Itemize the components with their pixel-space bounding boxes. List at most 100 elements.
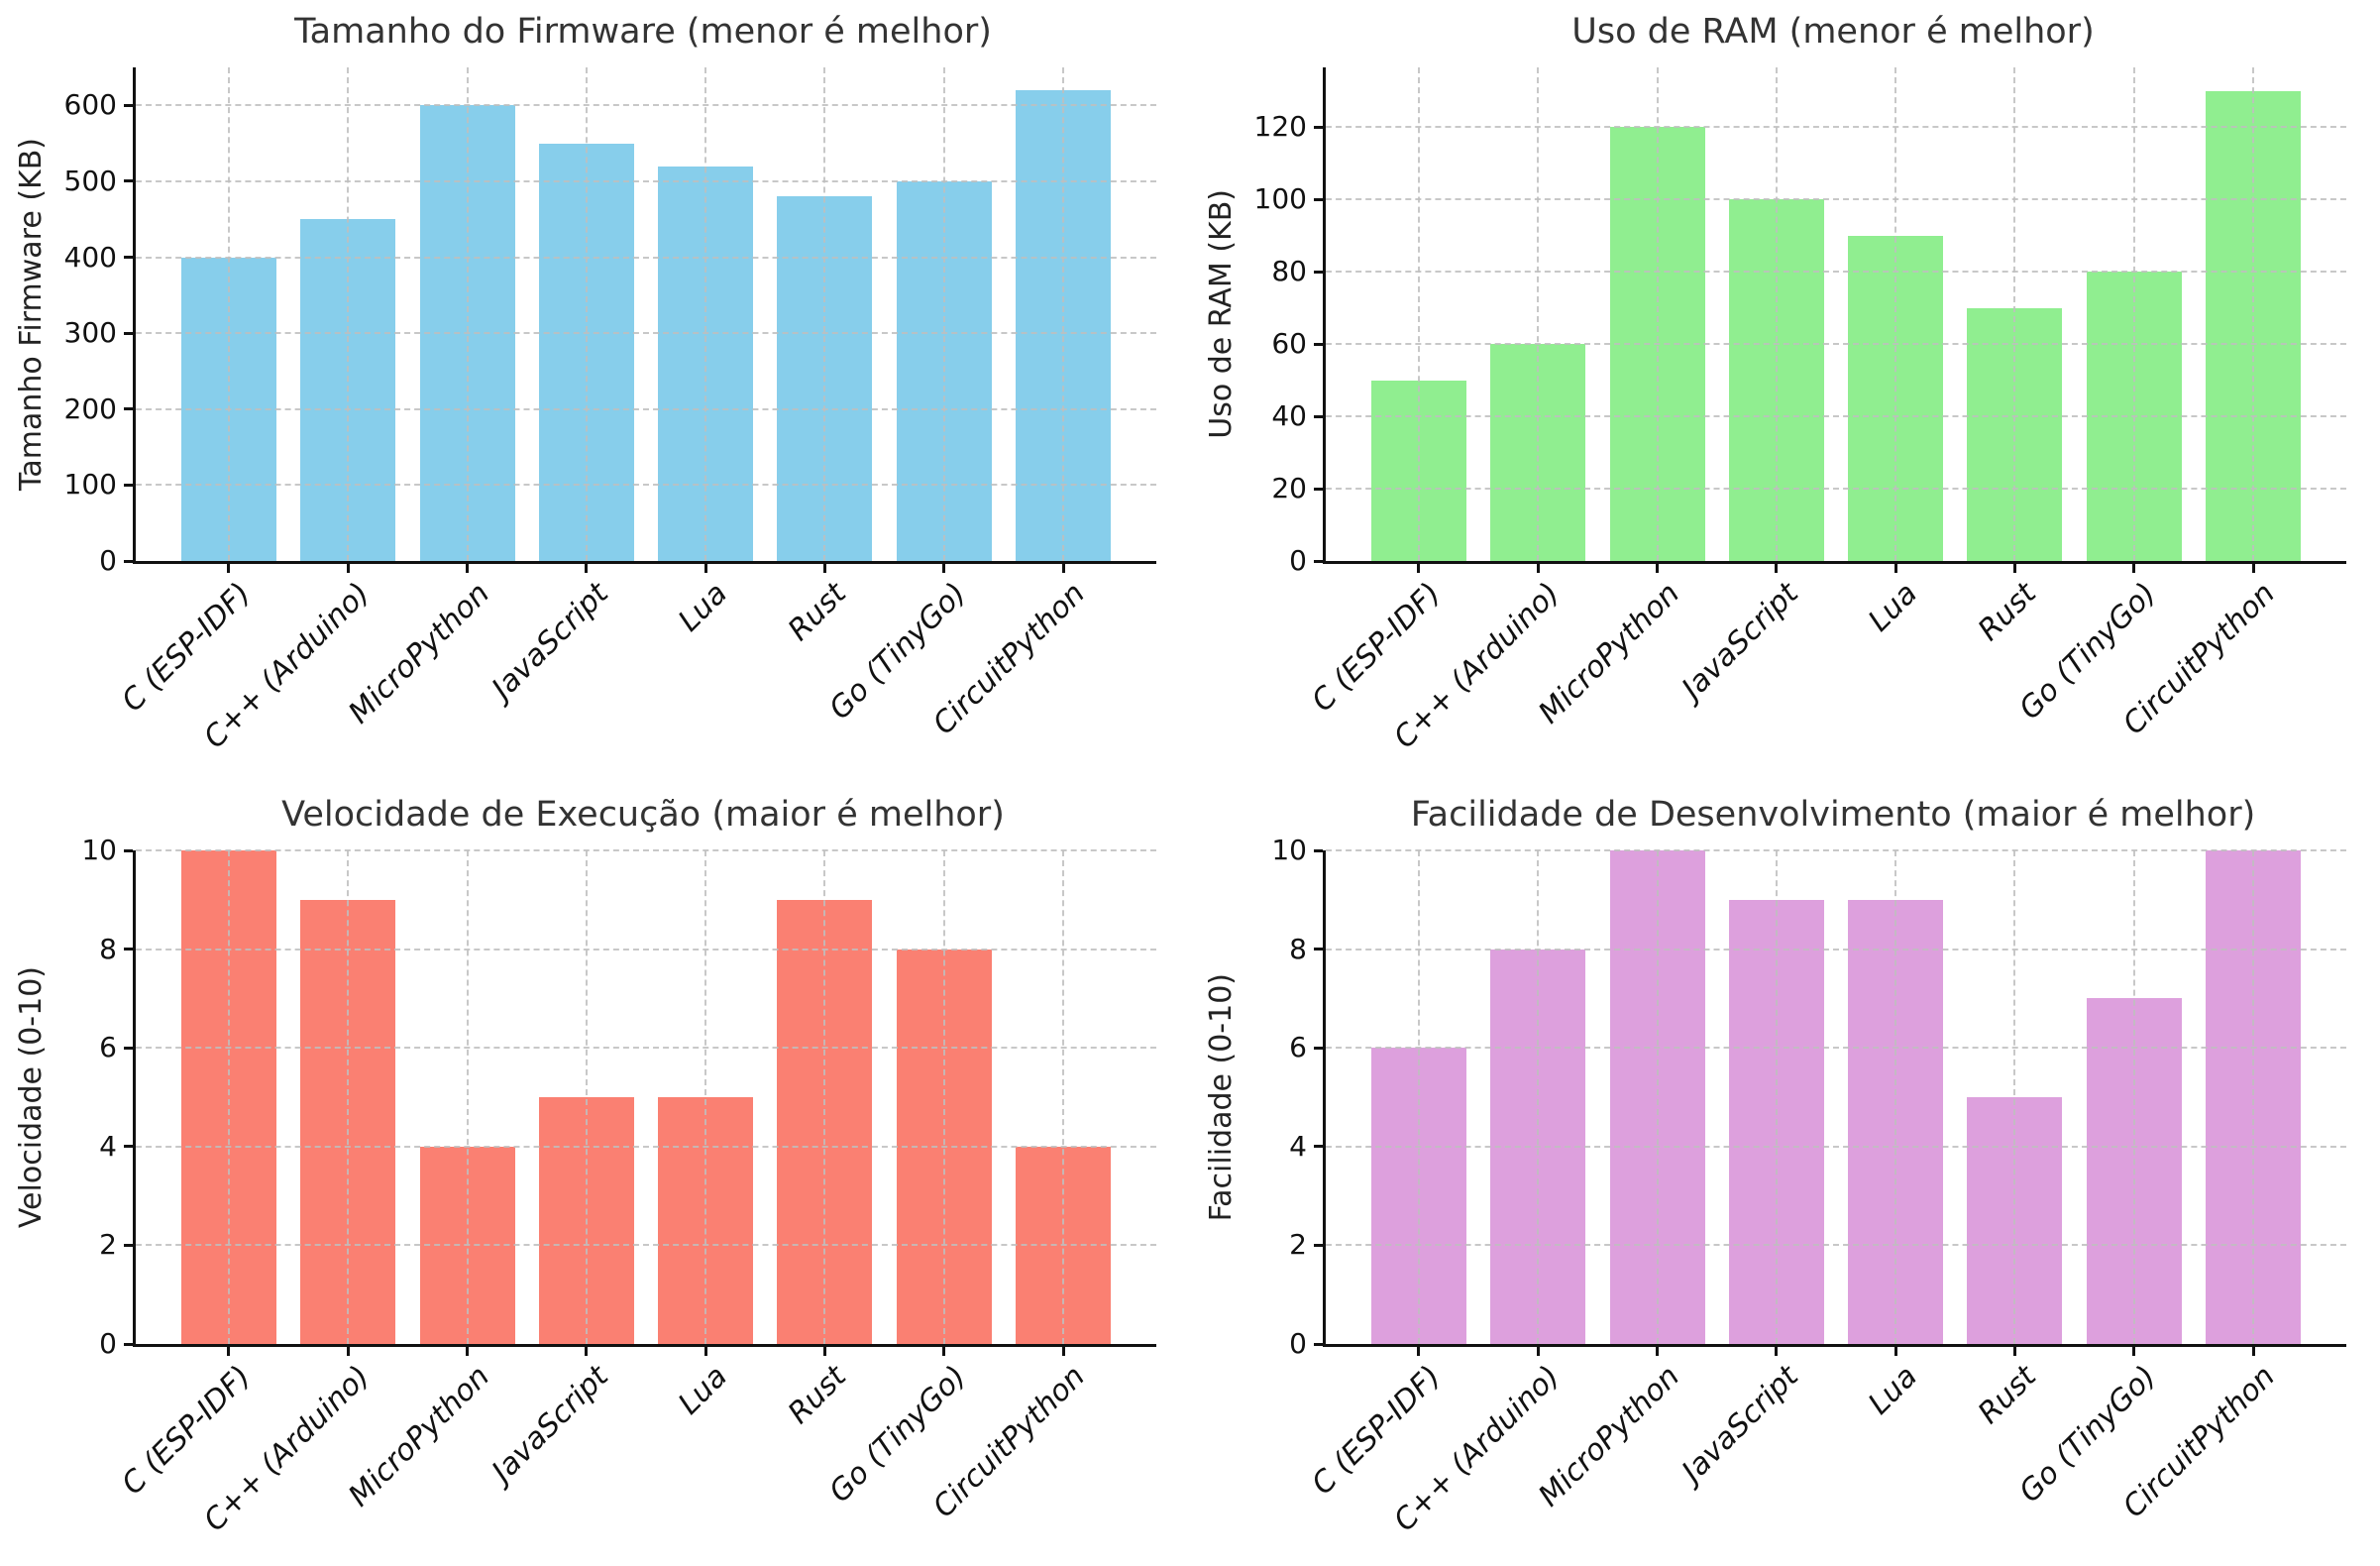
x-tick-mark [703, 564, 707, 573]
y-tick-mark [124, 331, 133, 335]
y-tick-label: 0 [1289, 544, 1307, 577]
h-gridline [136, 948, 1156, 951]
x-tick-mark [1536, 1347, 1540, 1356]
x-tick-mark [942, 564, 946, 573]
v-gridline [2013, 67, 2016, 561]
y-tick-label: 4 [99, 1129, 117, 1163]
x-tick-mark [822, 1347, 826, 1356]
y-tick-label: 4 [1289, 1129, 1307, 1163]
y-tick-mark [124, 848, 133, 852]
y-tick-label: 8 [1289, 932, 1307, 965]
v-gridline [1062, 850, 1065, 1344]
chart-panel-dev-ease: Facilidade de Desenvolvimento (maior é m… [1190, 783, 2380, 1566]
chart-panel-ram-usage: Uso de RAM (menor é melhor) Uso de RAM (… [1190, 0, 2380, 783]
y-tick-label: 60 [1271, 327, 1307, 361]
y-tick-label: 0 [99, 1327, 117, 1360]
x-tick-mark [227, 1347, 231, 1356]
x-tick-mark [1061, 564, 1065, 573]
h-gridline [136, 484, 1156, 487]
v-gridline [1894, 850, 1897, 1344]
y-tick-label: 8 [99, 932, 117, 965]
h-gridline [136, 256, 1156, 259]
v-gridline [1417, 850, 1420, 1344]
x-tick-mark [2132, 1347, 2136, 1356]
x-tick-mark [1775, 564, 1779, 573]
h-gridline [1326, 1047, 2346, 1050]
x-tick-mark [2012, 564, 2016, 573]
plot-area [1314, 67, 2346, 573]
y-tick-label: 100 [1253, 182, 1307, 216]
y-tick-mark [1314, 487, 1323, 491]
y-tick-mark [1314, 1342, 1323, 1346]
y-tick-label: 2 [99, 1228, 117, 1262]
y-tick-mark [124, 948, 133, 951]
v-gridline [347, 67, 350, 561]
h-gridline [136, 179, 1156, 182]
y-tick-mark [124, 256, 133, 260]
y-tick-mark [1314, 342, 1323, 346]
y-tick-label: 10 [81, 834, 117, 866]
h-gridline [1326, 948, 2346, 951]
v-gridline [942, 850, 945, 1344]
x-tick-mark [346, 1347, 350, 1356]
chart-panel-firmware-size: Tamanho do Firmware (menor é melhor) Tam… [0, 0, 1190, 783]
chart-title: Tamanho do Firmware (menor é melhor) [294, 12, 992, 52]
v-gridline [704, 850, 707, 1344]
y-tick-mark [1314, 125, 1323, 129]
v-gridline [2132, 850, 2135, 1344]
y-axis-label: Velocidade (0-10) [8, 850, 54, 1344]
x-tick-mark [1656, 564, 1659, 573]
y-axis-label: Facilidade (0-10) [1198, 850, 1244, 1344]
h-gridline [1326, 1145, 2346, 1148]
y-tick-label: 0 [99, 544, 117, 577]
v-gridline [1775, 850, 1778, 1344]
x-tick-mark [346, 564, 350, 573]
h-gridline [1326, 343, 2346, 346]
v-gridline [585, 67, 588, 561]
x-tick-mark [466, 1347, 469, 1356]
y-tick-mark [124, 179, 133, 183]
y-tick-label: 0 [1289, 1327, 1307, 1360]
h-gridline [136, 849, 1156, 851]
x-tick-mark [227, 564, 231, 573]
y-tick-label: 40 [1271, 399, 1307, 433]
y-tick-mark [1314, 1243, 1323, 1247]
v-gridline [942, 67, 945, 561]
chart-title: Uso de RAM (menor é melhor) [1571, 12, 2095, 52]
v-gridline [2252, 67, 2255, 561]
x-tick-mark [2012, 1347, 2016, 1356]
x-tick-mark [822, 564, 826, 573]
y-tick-mark [124, 1243, 133, 1247]
h-gridline [136, 1047, 1156, 1050]
v-gridline [466, 850, 469, 1344]
y-tick-mark [124, 1046, 133, 1050]
x-tick-mark [942, 1347, 946, 1356]
h-gridline [136, 104, 1156, 107]
y-tick-label: 200 [63, 392, 117, 425]
v-gridline [1537, 850, 1540, 1344]
x-tick-mark [703, 1347, 707, 1356]
y-tick-mark [1314, 948, 1323, 951]
y-tick-mark [1314, 270, 1323, 274]
x-tick-mark [585, 564, 589, 573]
y-tick-mark [124, 483, 133, 487]
x-tick-mark [1536, 564, 1540, 573]
v-gridline [1417, 67, 1420, 561]
v-gridline [823, 67, 826, 561]
h-gridline [136, 332, 1156, 335]
y-tick-mark [1314, 414, 1323, 418]
h-gridline [1326, 488, 2346, 491]
y-tick-label: 600 [63, 88, 117, 122]
y-tick-mark [1314, 848, 1323, 852]
y-tick-label: 500 [63, 164, 117, 197]
y-tick-label: 80 [1271, 255, 1307, 288]
v-gridline [1062, 67, 1065, 561]
h-gridline [1326, 198, 2346, 201]
chart-title: Velocidade de Execução (maior é melhor) [281, 795, 1005, 835]
y-tick-label: 6 [1289, 1031, 1307, 1064]
x-tick-mark [585, 1347, 589, 1356]
y-tick-label: 120 [1253, 110, 1307, 144]
y-tick-mark [124, 559, 133, 563]
h-gridline [136, 407, 1156, 410]
